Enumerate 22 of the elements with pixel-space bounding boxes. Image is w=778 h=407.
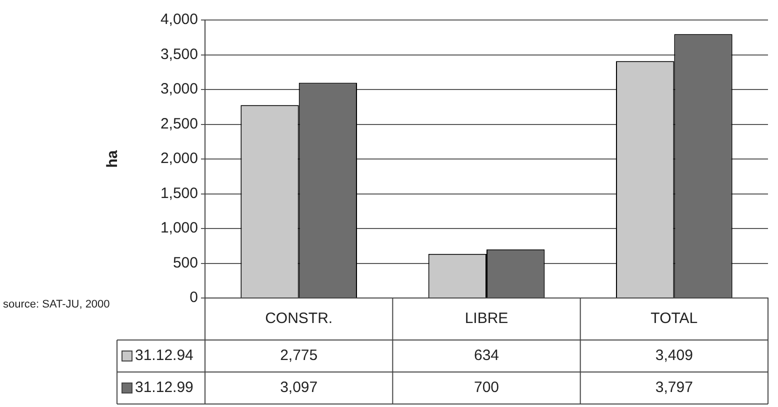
x-tick-label: CONSTR. bbox=[265, 310, 333, 328]
y-axis-title: ha bbox=[104, 150, 122, 168]
legend-label: 31.12.94 bbox=[135, 347, 194, 364]
y-tick-label: 2,000 bbox=[160, 150, 198, 168]
data-label: 3,097 bbox=[280, 379, 318, 396]
data-label: 634 bbox=[474, 347, 500, 364]
y-tick-label: 0 bbox=[190, 289, 198, 306]
x-tick-label: LIBRE bbox=[464, 310, 508, 328]
y-tick-label: 4,000 bbox=[160, 11, 198, 28]
y-tick-label: 3,000 bbox=[160, 80, 198, 98]
y-tick-label: 2,500 bbox=[160, 115, 198, 132]
y-tick-label: 1,500 bbox=[160, 184, 198, 202]
y-tick-label: 500 bbox=[172, 254, 198, 272]
source-note: source: SAT-JU, 2000 bbox=[3, 298, 110, 311]
data-label: 3,409 bbox=[655, 347, 693, 364]
y-tick-label: 1,000 bbox=[160, 220, 198, 237]
x-tick-label: TOTAL bbox=[650, 310, 698, 328]
data-label: 2,775 bbox=[280, 347, 318, 364]
y-tick-label: 3,500 bbox=[160, 46, 198, 63]
legend-label: 31.12.99 bbox=[135, 379, 194, 396]
data-label: 700 bbox=[474, 379, 500, 396]
data-label: 3,797 bbox=[655, 379, 693, 396]
